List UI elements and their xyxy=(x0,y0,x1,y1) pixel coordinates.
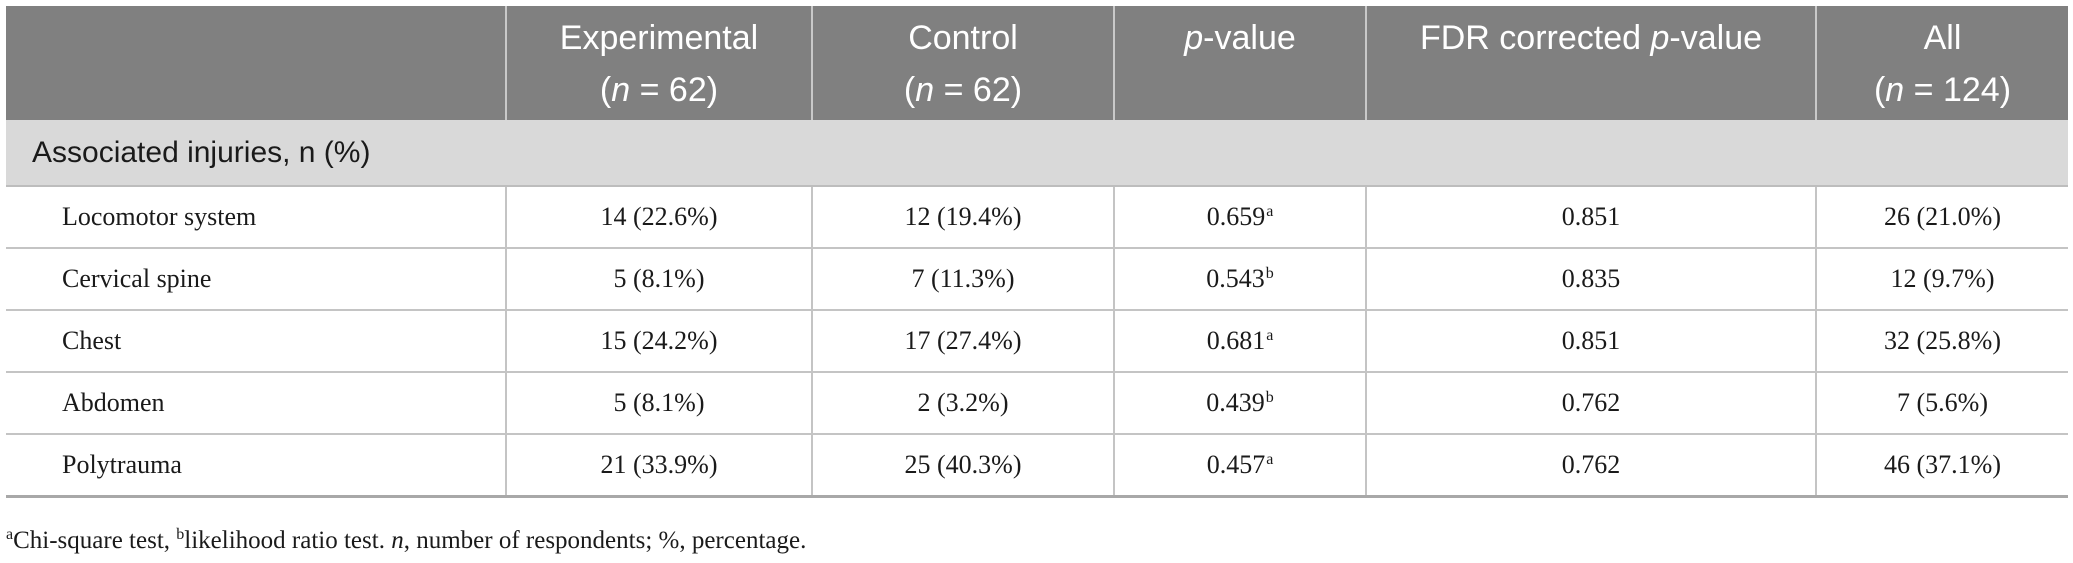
row-label: Polytrauma xyxy=(6,434,507,498)
cell-all: 32 (25.8%) xyxy=(1816,310,2068,373)
results-table-container: Experimental (n = 62) Control (n = 62) p… xyxy=(6,6,2068,498)
cell-experimental: 5 (8.1%) xyxy=(506,372,813,435)
cell-fdr: 0.851 xyxy=(1366,310,1817,373)
section-row: Associated injuries, n (%) xyxy=(6,120,2068,187)
cell-experimental: 21 (33.9%) xyxy=(506,434,813,498)
row-label: Chest xyxy=(6,310,507,373)
table-header-row: Experimental (n = 62) Control (n = 62) p… xyxy=(6,6,2068,120)
table-row: Chest 15 (24.2%) 17 (27.4%) 0.681a 0.851… xyxy=(6,310,2068,373)
header-empty-cell xyxy=(6,6,507,120)
cell-fdr: 0.762 xyxy=(1366,372,1817,435)
cell-experimental: 5 (8.1%) xyxy=(506,248,813,311)
cell-experimental: 14 (22.6%) xyxy=(506,186,813,249)
header-p-value: p-value xyxy=(1114,6,1367,120)
header-all-label: All xyxy=(1923,19,1962,57)
row-label: Locomotor system xyxy=(6,186,507,249)
header-experimental: Experimental (n = 62) xyxy=(506,6,813,120)
cell-control: 17 (27.4%) xyxy=(812,310,1115,373)
header-control: Control (n = 62) xyxy=(812,6,1115,120)
cell-fdr: 0.851 xyxy=(1366,186,1817,249)
header-fdr-p-value: FDR corrected p-value xyxy=(1366,6,1817,120)
header-all-n: (n = 124) xyxy=(1873,71,2012,109)
cell-all: 46 (37.1%) xyxy=(1816,434,2068,498)
header-experimental-label: Experimental xyxy=(559,19,759,57)
cell-control: 7 (11.3%) xyxy=(812,248,1115,311)
row-label: Abdomen xyxy=(6,372,507,435)
table-row: Cervical spine 5 (8.1%) 7 (11.3%) 0.543b… xyxy=(6,248,2068,311)
cell-p-value: 0.681a xyxy=(1114,310,1367,373)
header-all: All (n = 124) xyxy=(1816,6,2068,120)
section-title: Associated injuries, n (%) xyxy=(6,120,2068,187)
cell-all: 7 (5.6%) xyxy=(1816,372,2068,435)
cell-control: 25 (40.3%) xyxy=(812,434,1115,498)
cell-control: 2 (3.2%) xyxy=(812,372,1115,435)
cell-all: 26 (21.0%) xyxy=(1816,186,2068,249)
header-experimental-n: (n = 62) xyxy=(599,71,719,109)
cell-fdr: 0.762 xyxy=(1366,434,1817,498)
header-control-n: (n = 62) xyxy=(903,71,1023,109)
cell-fdr: 0.835 xyxy=(1366,248,1817,311)
cell-experimental: 15 (24.2%) xyxy=(506,310,813,373)
table-row: Locomotor system 14 (22.6%) 12 (19.4%) 0… xyxy=(6,186,2068,249)
cell-p-value: 0.543b xyxy=(1114,248,1367,311)
row-label: Cervical spine xyxy=(6,248,507,311)
table-row: Polytrauma 21 (33.9%) 25 (40.3%) 0.457a … xyxy=(6,434,2068,498)
header-control-label: Control xyxy=(908,19,1018,57)
table-footnote: aChi-square test, blikelihood ratio test… xyxy=(6,526,807,554)
associated-injuries-table: Experimental (n = 62) Control (n = 62) p… xyxy=(6,6,2068,498)
cell-p-value: 0.659a xyxy=(1114,186,1367,249)
cell-p-value: 0.457a xyxy=(1114,434,1367,498)
cell-control: 12 (19.4%) xyxy=(812,186,1115,249)
cell-p-value: 0.439b xyxy=(1114,372,1367,435)
table-row: Abdomen 5 (8.1%) 2 (3.2%) 0.439b 0.762 7… xyxy=(6,372,2068,435)
cell-all: 12 (9.7%) xyxy=(1816,248,2068,311)
